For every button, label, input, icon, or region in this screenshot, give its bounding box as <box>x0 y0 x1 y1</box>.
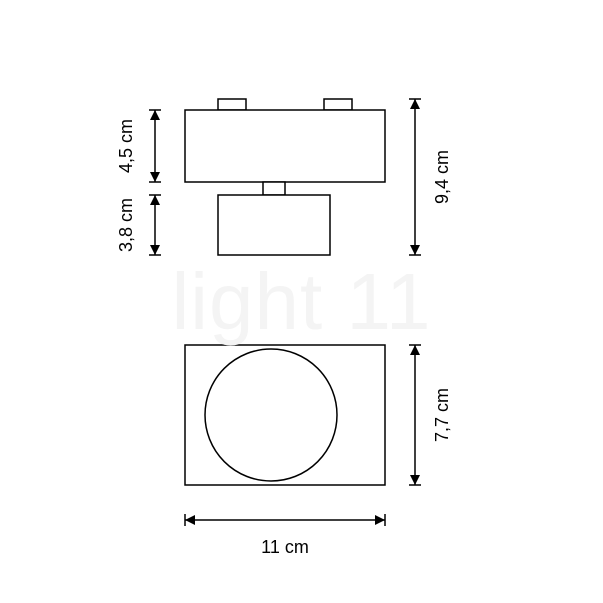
dim-label-width: 11 cm <box>261 537 309 557</box>
dim-label-height-lower: 3,8 cm <box>116 198 136 252</box>
dim-label-depth: 7,7 cm <box>432 388 452 442</box>
dim-label-height-upper: 4,5 cm <box>116 119 136 173</box>
technical-drawing: 4,5 cm 3,8 cm 9,4 cm 7,7 cm 11 cm <box>0 0 603 603</box>
dim-label-total-height: 9,4 cm <box>432 150 452 204</box>
